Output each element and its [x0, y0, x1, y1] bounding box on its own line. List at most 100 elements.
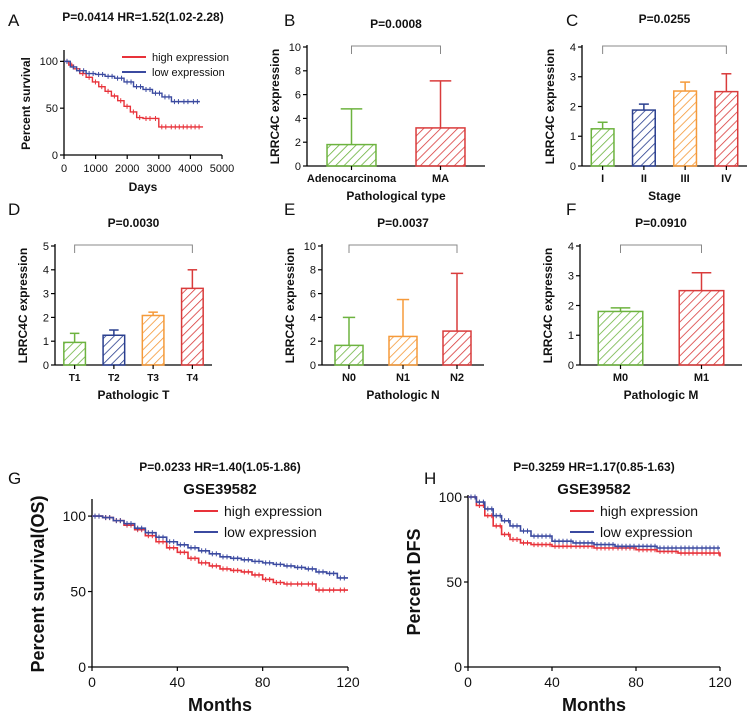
chart-title: P=0.0030	[108, 216, 160, 230]
x-tick-label: IV	[721, 173, 732, 185]
x-tick-label: 5000	[210, 163, 234, 175]
y-tick-label: 100	[40, 56, 58, 68]
panel-a: A P=0.0414 HR=1.52(1.02-2.28) 0 50 100 Percen…	[8, 10, 234, 194]
x-tick-label: T2	[108, 373, 120, 384]
x-tick-label: 80	[255, 674, 271, 690]
x-tick-label: 3000	[147, 163, 171, 175]
y-tick-label: 6	[310, 288, 316, 300]
y-tick-label: 50	[446, 574, 462, 590]
x-axis-title: Pathological type	[346, 189, 446, 203]
y-tick-label: 5	[43, 241, 49, 253]
x-axis-title: Months	[562, 695, 626, 715]
legend-label: high expression	[600, 503, 698, 519]
y-tick-label: 100	[439, 489, 463, 505]
bar	[388, 335, 418, 366]
y-axis-title: Percent DFS	[404, 528, 424, 635]
y-tick-label: 1	[570, 131, 576, 143]
y-tick-label: 0	[52, 150, 58, 162]
panel-letter: E	[284, 200, 295, 219]
x-tick-label: 40	[544, 674, 560, 690]
x-tick-label: III	[681, 173, 690, 185]
y-axis-title: LRRC4C expression	[268, 49, 282, 164]
bar	[714, 90, 739, 167]
y-tick-label: 10	[304, 241, 316, 253]
panel-letter: B	[284, 11, 295, 30]
x-tick-label: 1000	[83, 163, 107, 175]
x-tick-label: Adenocarcinoma	[307, 173, 397, 185]
bar	[326, 143, 377, 167]
bar	[141, 314, 165, 366]
y-axis-title: Percent survival(OS)	[28, 495, 48, 672]
x-tick-label: N1	[396, 372, 410, 384]
x-axis-title: Pathologic N	[366, 388, 439, 402]
y-tick-label: 8	[310, 265, 316, 277]
x-axis-title: Stage	[648, 189, 681, 203]
x-tick-label: II	[641, 173, 647, 185]
y-tick-label: 10	[289, 42, 301, 54]
x-tick-label: M1	[694, 372, 709, 384]
legend-label: low expression	[224, 524, 317, 540]
significance-bracket	[620, 244, 702, 253]
x-tick-label: 120	[336, 674, 360, 690]
x-tick-label: MA	[432, 173, 449, 185]
x-tick-label: T1	[69, 373, 81, 384]
y-tick-label: 4	[568, 241, 574, 253]
panel-h: H P=0.3259 HR=1.17(0.85-1.63) GSE39582 0 50 1…	[404, 460, 732, 715]
chart-title: P=0.0233 HR=1.40(1.05-1.86)	[139, 460, 300, 474]
y-tick-label: 0	[43, 360, 49, 372]
panel-letter: A	[8, 11, 20, 30]
y-tick-label: 50	[46, 103, 58, 115]
bar	[180, 287, 204, 366]
legend-label: high expression	[224, 503, 322, 519]
bar	[102, 334, 126, 366]
x-tick-label: 40	[170, 674, 186, 690]
y-tick-label: 2	[43, 312, 49, 324]
y-tick-label: 3	[570, 72, 576, 84]
bar	[678, 289, 725, 366]
x-axis-title: Months	[188, 695, 252, 715]
bar	[63, 341, 87, 366]
y-tick-label: 0	[570, 161, 576, 173]
x-tick-label: 80	[628, 674, 644, 690]
significance-bracket	[602, 45, 727, 54]
y-tick-label: 3	[43, 288, 49, 300]
y-axis-title: LRRC4C expression	[283, 248, 297, 363]
significance-bracket	[351, 45, 441, 54]
chart-title: P=0.0255	[639, 12, 691, 26]
y-tick-label: 4	[43, 265, 49, 277]
y-tick-label: 1	[568, 330, 574, 342]
x-tick-label: 0	[61, 163, 67, 175]
y-axis-title: LRRC4C expression	[541, 248, 555, 363]
y-tick-label: 4	[295, 113, 301, 125]
x-tick-label: I	[601, 173, 604, 185]
bar	[673, 90, 698, 167]
legend-label: high expression	[152, 52, 229, 64]
significance-bracket	[348, 244, 458, 253]
bar	[590, 128, 615, 167]
x-tick-label: 0	[88, 674, 96, 690]
chart-title: P=0.0008	[370, 17, 422, 31]
chart-title: P=0.0037	[377, 216, 429, 230]
y-tick-label: 0	[454, 659, 462, 675]
y-tick-label: 0	[568, 360, 574, 372]
chart-title: P=0.3259 HR=1.17(0.85-1.63)	[513, 460, 674, 474]
panel-g: G P=0.0233 HR=1.40(1.05-1.86) GSE39582 0 50 1…	[8, 460, 360, 715]
bar	[334, 344, 364, 366]
panel-letter: D	[8, 200, 20, 219]
y-tick-label: 2	[310, 336, 316, 348]
x-axis-title: Pathologic M	[624, 388, 699, 402]
x-tick-label: N2	[450, 372, 464, 384]
survival-curve-low	[64, 60, 200, 103]
x-tick-label: 2000	[115, 163, 139, 175]
y-tick-label: 4	[570, 42, 576, 54]
y-tick-label: 2	[568, 300, 574, 312]
significance-bracket	[74, 244, 193, 253]
y-axis-title: LRRC4C expression	[543, 49, 557, 164]
panel-letter: G	[8, 469, 21, 488]
x-tick-label: T4	[187, 373, 199, 384]
legend-label: low expression	[600, 524, 693, 540]
x-axis-title: Days	[129, 180, 158, 194]
y-axis-title: LRRC4C expression	[16, 248, 30, 363]
chart-subtitle: GSE39582	[183, 481, 256, 498]
y-tick-label: 6	[295, 89, 301, 101]
